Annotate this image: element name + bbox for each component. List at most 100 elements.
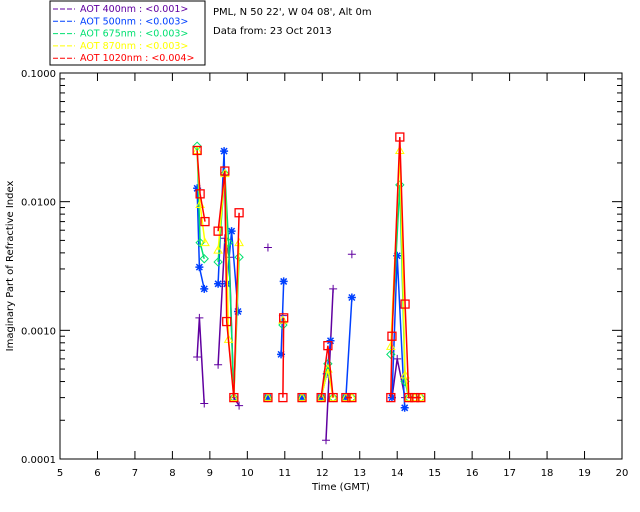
y-tick-label: 0.0100 [21, 198, 56, 209]
y-axis-label: Imaginary Part of Refractive Index [5, 181, 16, 352]
data-point-triangle [400, 369, 410, 379]
x-axis-label: Time (GMT) [311, 482, 370, 493]
data-point-plus [329, 284, 338, 293]
legend-entry: AOT 400nm : <0.001> [80, 4, 188, 15]
data-point-square [347, 392, 357, 403]
y-tick-label: 0.0001 [21, 455, 56, 466]
data-point-square [229, 392, 239, 403]
x-tick-label: 9 [207, 468, 213, 479]
data-point-plus [235, 401, 244, 410]
y-tick-label: 0.0010 [21, 326, 56, 337]
data-point-asterisk [400, 403, 409, 412]
data-point-plus [193, 353, 202, 362]
data-point-diamond [199, 254, 209, 264]
x-tick-label: 10 [241, 468, 254, 479]
x-tick-label: 18 [541, 468, 554, 479]
data-point-asterisk [298, 393, 307, 402]
x-tick-label: 5 [57, 468, 63, 479]
data-point-square [410, 392, 420, 403]
data-point-square [220, 166, 230, 176]
x-tick-label: 16 [466, 468, 479, 479]
x-tick-label: 11 [278, 468, 291, 479]
data-point-square [386, 392, 396, 403]
data-point-asterisk [347, 293, 356, 302]
x-tick-label: 19 [578, 468, 591, 479]
data-point-triangle [263, 392, 273, 402]
data-point-asterisk [279, 277, 288, 286]
data-point-square [341, 392, 351, 403]
data-point-square [297, 392, 307, 403]
data-point-plus [263, 243, 272, 252]
data-point-plus [220, 234, 229, 243]
data-point-asterisk [263, 393, 272, 402]
data-point-square [234, 208, 244, 218]
legend-box [49, 0, 206, 66]
data-point-square [192, 145, 202, 156]
data-point-square [416, 392, 426, 403]
data-point-diamond [195, 237, 205, 248]
chart-title: PML, N 50 22', W 04 08', Alt 0m [213, 7, 372, 18]
data-point-diamond [192, 141, 202, 151]
y-tick-label: 0.1000 [21, 69, 56, 80]
series-3 [192, 145, 426, 402]
data-point-square [263, 392, 273, 403]
data-point-asterisk [214, 279, 223, 288]
series-line [196, 151, 406, 408]
data-point-square [400, 299, 410, 309]
data-point-square [404, 392, 414, 403]
data-point-plus [214, 360, 223, 369]
legend-entry: AOT 870nm : <0.003> [80, 41, 188, 52]
x-tick-label: 6 [94, 468, 100, 479]
legend-entry: AOT 675nm : <0.003> [80, 29, 188, 40]
data-point-asterisk [277, 350, 286, 359]
data-point-asterisk [200, 284, 209, 293]
data-point-square [395, 132, 405, 142]
data-point-triangle [385, 341, 396, 350]
data-point-diamond [395, 180, 405, 190]
data-point-plus [322, 436, 331, 445]
data-point-triangle [228, 392, 239, 402]
data-point-square [387, 331, 397, 341]
data-point-square [278, 392, 288, 403]
data-point-asterisk [393, 251, 402, 260]
data-point-plus [195, 313, 204, 322]
data-point-square [316, 392, 326, 403]
series-line [196, 146, 421, 399]
data-point-asterisk [387, 393, 396, 402]
data-point-asterisk [195, 263, 204, 272]
data-point-triangle [200, 237, 210, 247]
x-tick-label: 15 [428, 468, 441, 479]
data-point-square [279, 313, 289, 323]
data-point-square [222, 316, 232, 327]
legend: AOT 400nm : <0.001>AOT 500nm : <0.003> AO… [53, 4, 194, 64]
legend-entry: AOT 500nm : <0.003> [80, 16, 188, 27]
data-point-asterisk [326, 336, 335, 345]
data-point-asterisk [227, 227, 236, 236]
data-point-triangle [316, 392, 327, 402]
data-point-square [213, 226, 223, 236]
series-4 [192, 132, 426, 403]
x-tick-label: 12 [316, 468, 329, 479]
data-point-square [323, 341, 333, 351]
x-tick-label: 7 [132, 468, 138, 479]
data-point-plus [200, 399, 209, 408]
x-tick-label: 14 [391, 468, 404, 479]
data-point-diamond [213, 257, 223, 267]
data-point-plus [347, 250, 356, 259]
series-line [196, 136, 421, 399]
chart-subtitle: Data from: 23 Oct 2013 [213, 26, 332, 37]
data-point-triangle [213, 245, 223, 254]
data-point-square [200, 216, 210, 227]
x-tick-label: 20 [616, 468, 629, 479]
data-point-plus [393, 354, 402, 363]
x-tick-label: 17 [503, 468, 516, 479]
data-point-square [328, 392, 338, 403]
x-tick-label: 13 [353, 468, 366, 479]
data-point-asterisk [233, 307, 242, 316]
data-point-triangle [328, 392, 338, 402]
data-point-asterisk [341, 393, 350, 402]
plot-frame [59, 72, 623, 460]
data-point-square [195, 189, 205, 199]
x-tick-label: 8 [169, 468, 175, 479]
